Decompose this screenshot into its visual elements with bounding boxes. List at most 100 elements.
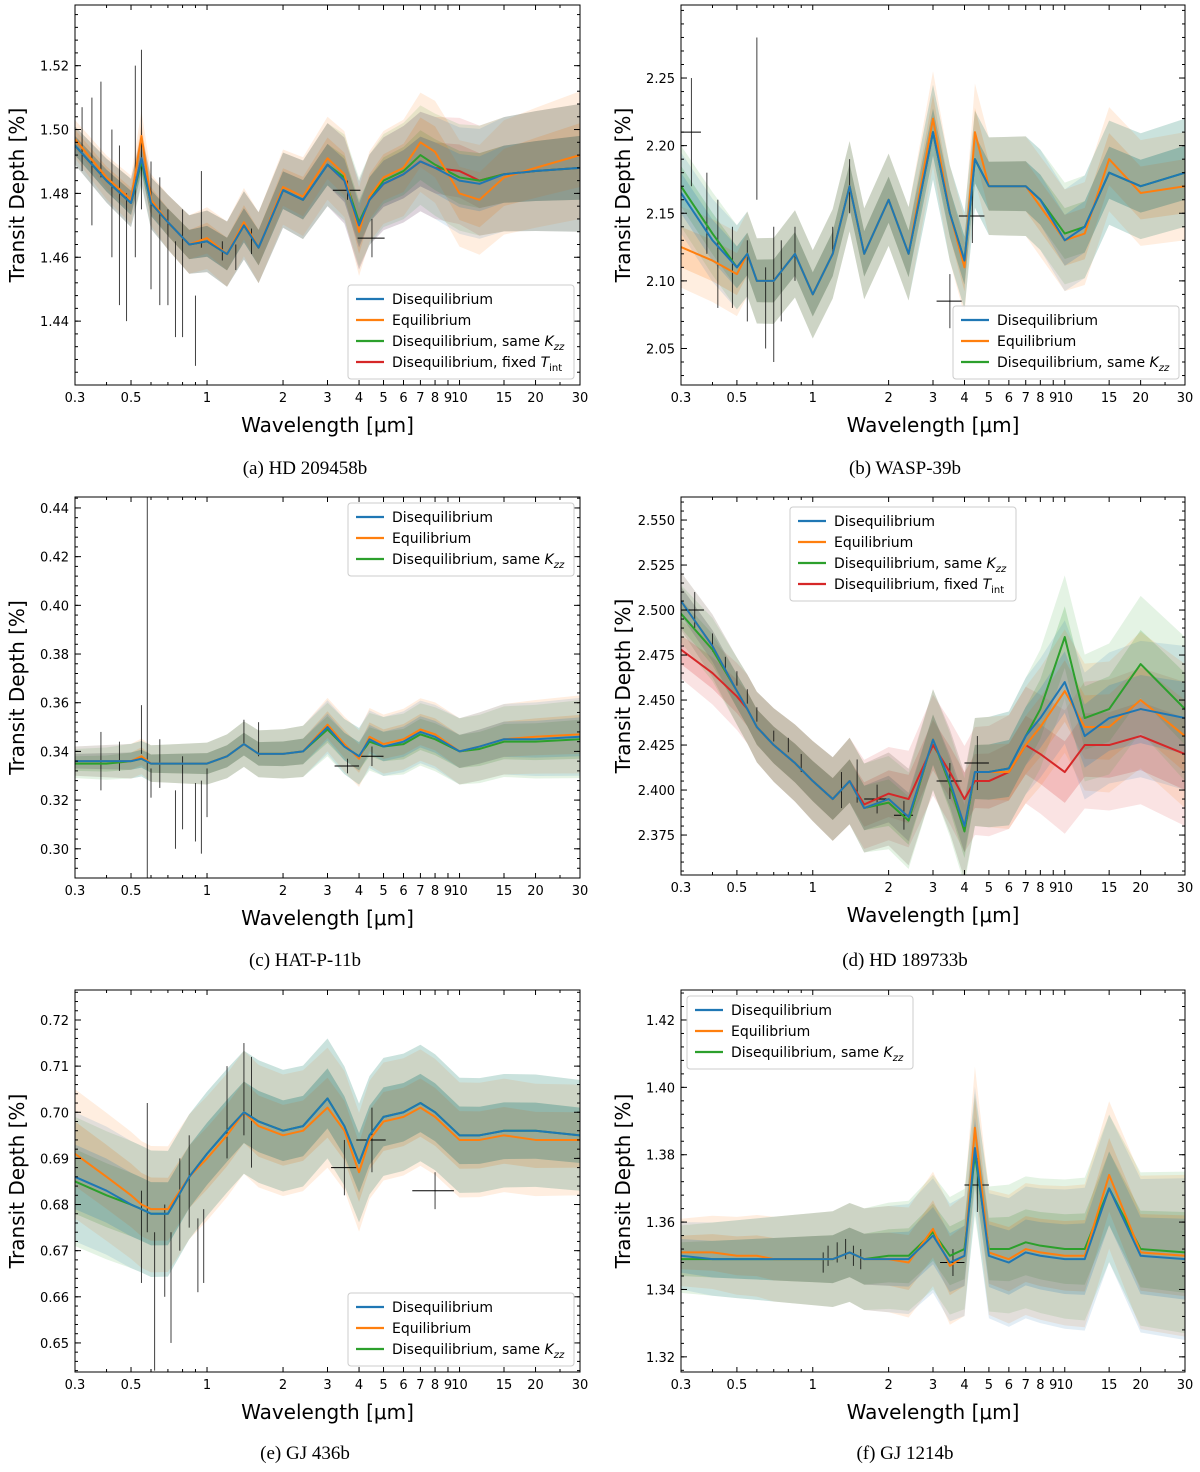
uncertainty-band: [681, 1086, 1185, 1340]
x-tick-label: 9: [1049, 391, 1057, 406]
series-line: [75, 134, 580, 256]
plot-area: [681, 37, 1185, 363]
uncertainty-band: [681, 635, 1185, 827]
y-tick-label: 1.42: [646, 1014, 675, 1029]
x-tick-label: 15: [496, 1378, 513, 1393]
x-tick-label: 30: [572, 1378, 589, 1393]
caption-e: (e) GJ 436b: [260, 1443, 350, 1464]
series-line: [75, 726, 580, 765]
y-tick-label: 2.450: [638, 694, 675, 709]
x-tick-label: 30: [1177, 1378, 1194, 1393]
y-tick-label: 0.69: [40, 1152, 69, 1167]
observation-point: [359, 746, 384, 767]
x-axis-label: Wavelength [μm]: [241, 906, 414, 930]
y-tick-label: 0.65: [40, 1337, 69, 1352]
x-tick-label: 9: [444, 391, 452, 406]
plot-area: [75, 1038, 580, 1371]
y-axis-label: Transit Depth [%]: [5, 1094, 29, 1270]
legend-label: Disequilibrium, same Kzz: [997, 355, 1170, 374]
legend-label: Disequilibrium, same Kzz: [392, 552, 565, 571]
x-tick-label: 2: [884, 881, 892, 896]
legend: Disequilibrium Equilibrium Disequilibrium,…: [789, 506, 1017, 602]
y-tick-label: 1.48: [40, 187, 69, 202]
x-tick-label: 1: [809, 391, 817, 406]
x-tick-label: 2: [279, 1378, 287, 1393]
y-tick-label: 0.34: [40, 745, 69, 760]
x-tick-label: 2: [884, 391, 892, 406]
x-tick-label: 7: [1022, 1378, 1030, 1393]
x-tick-label: 7: [416, 1378, 424, 1393]
x-tick-label: 5: [379, 1378, 387, 1393]
x-tick-label: 8: [431, 1378, 439, 1393]
x-tick-label: 2: [884, 1378, 892, 1393]
x-tick-label: 8: [431, 884, 439, 899]
x-tick-label: 5: [985, 391, 993, 406]
x-tick-label: 20: [527, 1378, 544, 1393]
plot-area: [681, 1066, 1185, 1340]
y-tick-label: 2.05: [646, 342, 675, 357]
y-axis-label: Transit Depth [%]: [611, 599, 635, 775]
legend-label: Disequilibrium, same Kzz: [392, 1342, 565, 1361]
x-tick-label: 2: [279, 391, 287, 406]
x-tick-label: 5: [379, 884, 387, 899]
x-tick-label: 7: [1022, 391, 1030, 406]
x-tick-label: 5: [379, 391, 387, 406]
x-tick-label: 4: [960, 881, 968, 896]
y-axis-label: Transit Depth [%]: [611, 1094, 635, 1270]
plot-area: [681, 572, 1185, 875]
observation-point: [412, 1172, 454, 1210]
uncertainty-band: [681, 94, 1185, 317]
y-tick-label: 2.10: [646, 275, 675, 290]
x-tick-label: 8: [1036, 1378, 1044, 1393]
y-tick-label: 0.72: [40, 1014, 69, 1029]
y-tick-label: 1.46: [40, 251, 69, 266]
x-tick-label: 10: [451, 391, 468, 406]
uncertainty-band: [681, 1097, 1185, 1297]
observation-point: [958, 188, 985, 244]
uncertainty-band: [681, 108, 1185, 317]
legend-box: [347, 1292, 575, 1367]
legend-label: Equilibrium: [392, 1321, 471, 1337]
x-tick-label: 0.3: [671, 1378, 692, 1393]
x-tick-label: 0.3: [65, 391, 86, 406]
y-tick-label: 0.42: [40, 551, 69, 566]
uncertainty-band: [681, 572, 1185, 875]
uncertainty-band: [681, 84, 1185, 339]
y-tick-label: 0.70: [40, 1106, 69, 1121]
y-tick-label: 2.400: [638, 784, 675, 799]
y-tick-label: 0.68: [40, 1199, 69, 1214]
caption-d: (d) HD 189733b: [842, 950, 968, 971]
y-tick-label: 0.32: [40, 794, 69, 809]
series-line: [75, 1097, 580, 1215]
caption-f: (f) GJ 1214b: [856, 1443, 954, 1464]
uncertainty-band: [75, 716, 580, 775]
x-axis-label: Wavelength [μm]: [241, 1400, 414, 1424]
legend: Disequilibrium Equilibrium Disequilibrium,…: [347, 502, 575, 577]
x-tick-label: 20: [1132, 391, 1149, 406]
x-tick-label: 0.5: [727, 881, 748, 896]
x-tick-label: 30: [1177, 881, 1194, 896]
uncertainty-band: [75, 1077, 580, 1241]
x-tick-label: 3: [929, 391, 937, 406]
legend-label: Equilibrium: [392, 313, 471, 329]
panel-a: 0.3 0.5 1 2 3 4 5 6 7 8 9 10 15 20 30 1.44 1.46 1.48 1.50 1…: [5, 4, 588, 437]
y-tick-label: 2.15: [646, 207, 675, 222]
x-tick-label: 8: [1036, 881, 1044, 896]
x-tick-label: 3: [323, 884, 331, 899]
observation-point: [331, 1139, 357, 1196]
legend-label: Disequilibrium, fixed Tint: [392, 355, 562, 374]
y-tick-label: 0.67: [40, 1245, 69, 1260]
x-tick-label: 20: [527, 884, 544, 899]
x-tick-label: 6: [399, 884, 407, 899]
legend-label: Disequilibrium: [392, 510, 493, 526]
y-tick-label: 2.475: [638, 649, 675, 664]
x-tick-label: 15: [1101, 1378, 1118, 1393]
observation-point: [681, 78, 701, 187]
plot-area: [75, 497, 580, 878]
legend-label: Disequilibrium: [997, 313, 1098, 329]
x-tick-label: 0.5: [121, 1378, 142, 1393]
x-tick-label: 7: [416, 391, 424, 406]
x-tick-label: 10: [451, 884, 468, 899]
legend-label: Disequilibrium, fixed Tint: [834, 577, 1004, 596]
